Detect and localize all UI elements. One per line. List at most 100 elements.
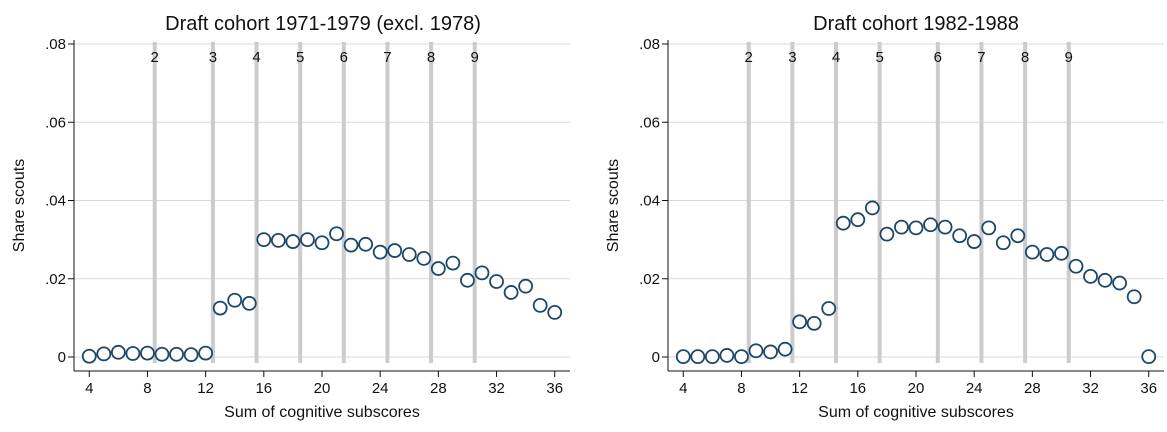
threshold-label: 5 [875,49,883,66]
x-tick-label: 20 [908,380,925,397]
data-point [748,343,764,359]
data-point [966,234,982,249]
data-point [1126,289,1142,305]
data-point [1097,272,1113,288]
x-tick-label: 32 [1082,380,1099,397]
data-point [719,348,735,363]
x-axis-label: Sum of cognitive subscores [818,404,1014,421]
y-tick-label: .08 [45,36,66,53]
data-point [125,346,141,361]
threshold-label: 3 [788,49,796,66]
chart-panel-2: Draft cohort 1982-1988 2 3 4 5 6 7 8 9 0 .02 .04 .06… [605,13,1164,421]
y-tick-label: .02 [45,271,66,288]
data-point [270,233,286,248]
data-point [777,341,793,357]
data-point [704,349,720,365]
data-point [792,314,808,330]
data-point [474,265,490,281]
y-axis-label: Share scouts [605,159,622,252]
threshold-label: 4 [252,49,260,66]
data-point [763,344,778,360]
y-axis-label: Share scouts [11,159,28,252]
data-point [937,219,953,235]
y-tick-label: .06 [639,114,660,131]
data-point [285,234,301,249]
x-tick-label: 28 [430,380,447,397]
data-point [241,295,257,311]
x-tick-label: 28 [1024,380,1041,397]
data-point [169,346,184,362]
data-point [806,315,822,331]
data-point [387,243,403,258]
data-point [1039,247,1055,262]
threshold-label: 8 [1021,49,1029,66]
data-point [445,255,461,271]
data-point [734,349,749,365]
data-point [140,345,155,361]
data-point [96,346,112,362]
data-point [1112,275,1128,291]
data-point [675,349,691,365]
data-point [183,347,199,363]
x-tick-label: 16 [849,380,866,397]
data-point [879,226,895,242]
data-point [690,349,706,365]
x-tick-label: 24 [372,380,389,397]
data-point [821,301,837,316]
x-tick-label: 8 [143,380,151,397]
data-point [329,226,344,242]
data-point [1010,228,1026,244]
threshold-label: 8 [427,49,435,66]
threshold-label: 7 [383,49,391,66]
data-point [81,348,97,364]
x-tick-label: 36 [1140,380,1157,397]
x-tick-label: 24 [966,380,983,397]
x-tick-label: 20 [314,380,331,397]
threshold-label: 4 [832,49,840,66]
data-point [343,237,359,253]
y-tick-label: .04 [639,193,660,210]
x-tick-label: 16 [255,380,272,397]
y-tick-label: .04 [45,193,66,210]
threshold-label: 6 [340,49,348,66]
data-point [518,278,534,294]
data-point [894,219,909,235]
x-tick-label: 4 [85,380,93,397]
data-point [864,200,880,216]
x-tick-label: 12 [791,380,808,397]
data-point [547,304,563,320]
threshold-label: 2 [745,49,753,66]
data-point [372,244,388,260]
data-point [212,300,228,316]
data-point [110,344,126,360]
data-point [923,217,938,233]
y-tick-label: .06 [45,114,66,131]
data-point [198,345,214,361]
data-point [850,212,866,228]
data-point [532,297,548,313]
data-point [995,235,1011,251]
x-tick-label: 4 [679,380,687,397]
data-point [952,228,968,244]
chart-panel-1: Draft cohort 1971-1979 (excl. 1978) 2 3 4 5 6… [11,13,570,421]
data-point [256,232,272,248]
threshold-label: 7 [977,49,985,66]
x-tick-label: 12 [197,380,214,397]
y-tick-label: .08 [639,36,660,53]
x-axis-label: Sum of cognitive subscores [224,404,420,421]
data-point [835,215,851,231]
data-point [503,285,519,300]
threshold-label: 3 [209,49,217,66]
data-point [460,272,475,288]
chart-title: Draft cohort 1971-1979 (excl. 1978) [165,13,481,35]
y-tick-label: 0 [58,349,66,366]
y-tick-label: 0 [652,349,660,366]
data-point [416,251,432,266]
chart-title: Draft cohort 1982-1988 [813,13,1019,35]
data-point [489,274,504,289]
data-point [981,220,997,236]
data-point [358,236,374,252]
threshold-label: 9 [471,49,479,66]
